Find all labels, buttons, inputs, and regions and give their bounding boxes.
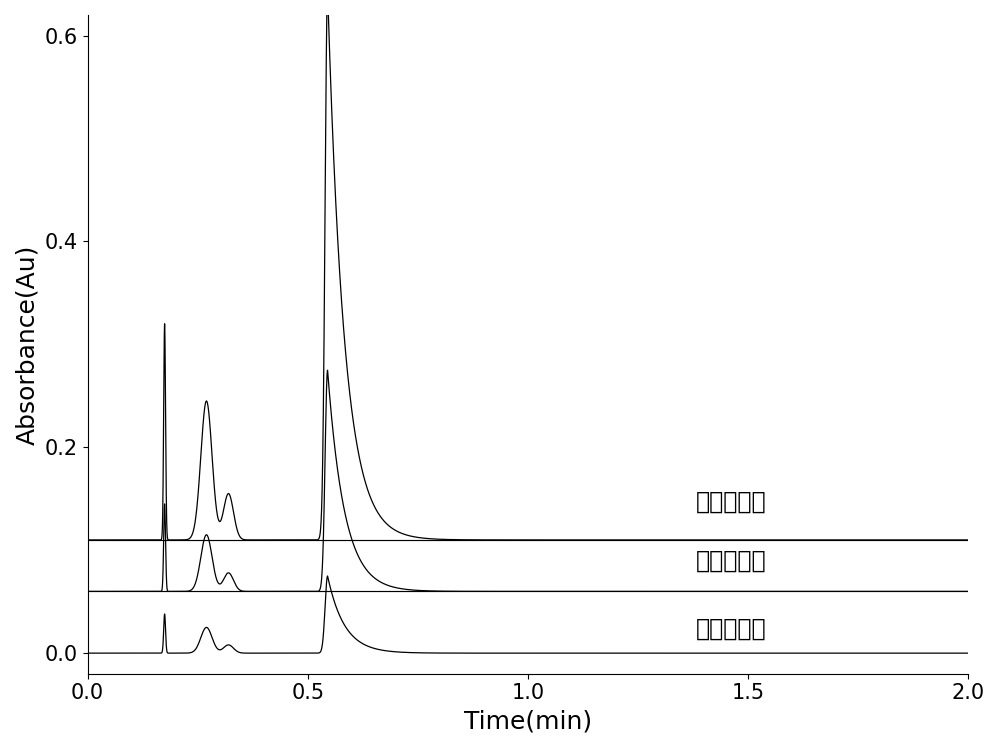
Y-axis label: Absorbance(Au): Absorbance(Au)	[15, 244, 39, 444]
Text: 第二次萌取: 第二次萌取	[695, 549, 766, 573]
Text: 第三次萌取: 第三次萌取	[695, 617, 766, 641]
Text: 第一次萌取: 第一次萌取	[695, 490, 766, 514]
X-axis label: Time(min): Time(min)	[464, 709, 592, 733]
